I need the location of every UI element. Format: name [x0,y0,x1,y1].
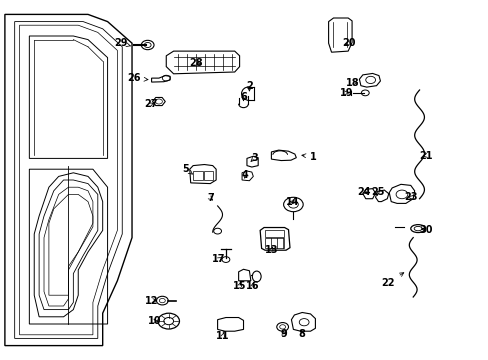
Bar [264,238,283,248]
Text: 16: 16 [245,281,259,291]
Text: 26: 26 [127,73,148,84]
Text: 25: 25 [370,186,384,197]
Text: 18: 18 [346,78,359,88]
Text: 17: 17 [212,254,225,264]
Text: 20: 20 [342,38,355,48]
Text: 10: 10 [147,316,161,326]
Text: 27: 27 [143,99,157,109]
Text: 14: 14 [285,197,299,207]
Text: 8: 8 [298,329,305,339]
Text: 2: 2 [245,81,252,91]
Text: 21: 21 [419,150,432,161]
Text: 7: 7 [206,193,213,203]
Text: 3: 3 [250,153,257,163]
Text: 15: 15 [232,281,246,291]
Bar [204,171,213,180]
Text: 9: 9 [280,329,286,339]
Text: 12: 12 [144,296,158,306]
Text: 6: 6 [240,92,246,102]
Text: 1: 1 [301,152,316,162]
Bar [193,171,203,180]
Text: 4: 4 [242,170,248,180]
Bar [264,230,283,237]
Text: 13: 13 [264,245,278,255]
Text: 23: 23 [403,192,417,202]
Text: 11: 11 [216,331,229,341]
Text: 30: 30 [419,225,432,235]
Text: 28: 28 [188,58,202,68]
Text: 29: 29 [114,38,131,48]
Text: 24: 24 [357,186,370,197]
Text: 19: 19 [339,88,352,98]
Text: 5: 5 [182,164,192,174]
Text: 22: 22 [381,273,403,288]
